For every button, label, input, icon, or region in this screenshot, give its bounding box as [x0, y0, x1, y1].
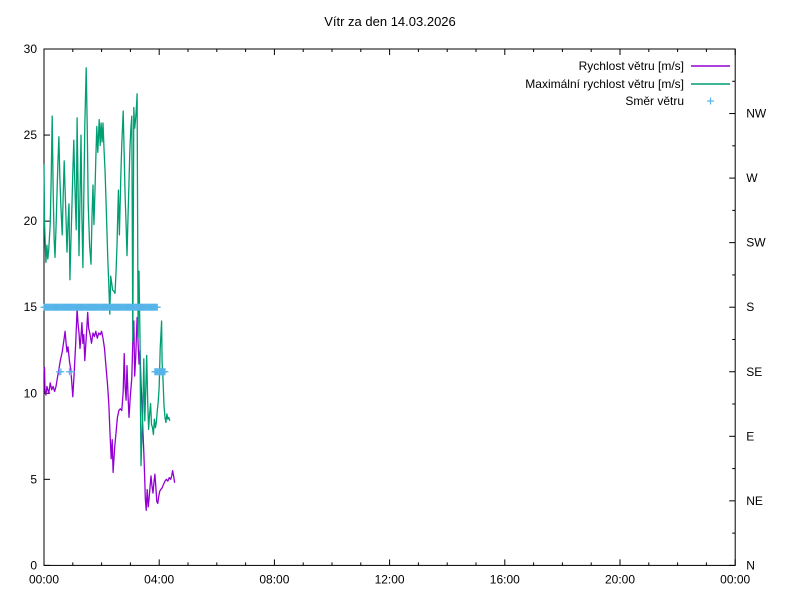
- y-axis-tick-label: 15: [24, 300, 38, 314]
- x-axis-tick-label: 20:00: [605, 572, 635, 586]
- x-axis-tick-label: 04:00: [144, 572, 174, 586]
- compass-label: W: [746, 171, 758, 185]
- compass-label: NW: [746, 107, 767, 121]
- y-axis-tick-label: 10: [24, 386, 38, 400]
- x-axis-tick-label: 16:00: [490, 572, 520, 586]
- chart-title: Vítr za den 14.03.2026: [324, 14, 456, 29]
- compass-label: NE: [746, 494, 763, 508]
- y-axis-tick-label: 30: [24, 42, 38, 56]
- x-axis-tick-label: 12:00: [375, 572, 405, 586]
- compass-label: N: [746, 558, 755, 572]
- y-axis-tick-label: 5: [30, 472, 37, 486]
- plot-area: 0 5 10 15 20 25 30 N NE E SE S SW W NW 00:00 04:00 08:00 1…: [24, 42, 767, 586]
- y-axis-tick-label: 20: [24, 214, 38, 228]
- x-axis-tick-label: 00:00: [720, 572, 750, 586]
- legend: Rychlost větru [m/s] Maximální rychlost v…: [525, 59, 730, 108]
- compass-label: E: [746, 429, 754, 443]
- x-axis-tick-label: 08:00: [259, 572, 289, 586]
- series-line-1: [43, 67, 171, 467]
- y-axis-tick-label: 0: [30, 558, 37, 572]
- compass-label: S: [746, 300, 754, 314]
- series-line-0: [43, 308, 176, 511]
- x-axis-tick-label: 00:00: [29, 572, 59, 586]
- y-axis-tick-label: 25: [24, 128, 38, 142]
- legend-label: Rychlost větru [m/s]: [579, 59, 684, 73]
- legend-label: Maximální rychlost větru [m/s]: [525, 77, 684, 91]
- compass-label: SE: [746, 365, 762, 379]
- legend-label: Směr větru: [625, 94, 684, 108]
- direction-markers: [40, 303, 169, 376]
- compass-label: SW: [746, 236, 766, 250]
